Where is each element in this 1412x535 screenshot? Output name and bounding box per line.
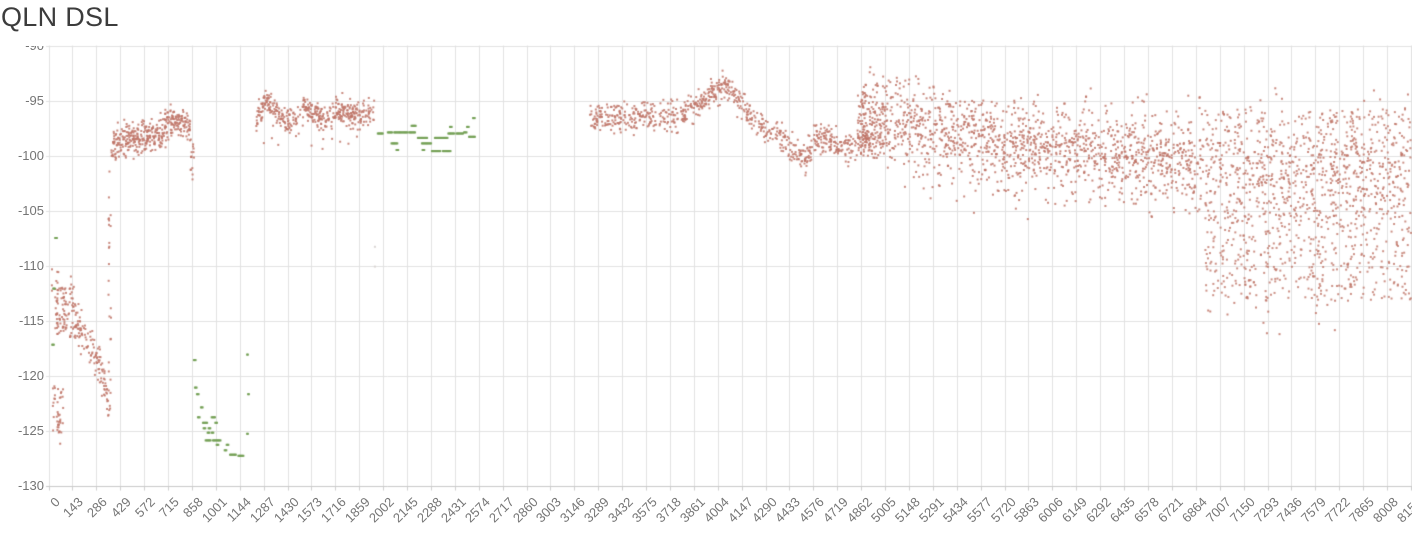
y-tick-label: -105 <box>17 202 44 218</box>
y-tick-label: -125 <box>17 422 44 438</box>
y-tick-label: -110 <box>18 257 44 273</box>
y-tick-label: -100 <box>17 147 44 163</box>
y-tick-label: -90 <box>0 46 44 53</box>
y-tick-label: -115 <box>18 312 44 328</box>
chart-title: QLN DSL <box>1 2 119 32</box>
y-tick-label: -120 <box>17 367 44 383</box>
y-tick-label: -95 <box>25 92 44 108</box>
y-tick-label: -130 <box>17 477 44 493</box>
y-axis-top-clipped-label: -90 <box>0 46 44 54</box>
